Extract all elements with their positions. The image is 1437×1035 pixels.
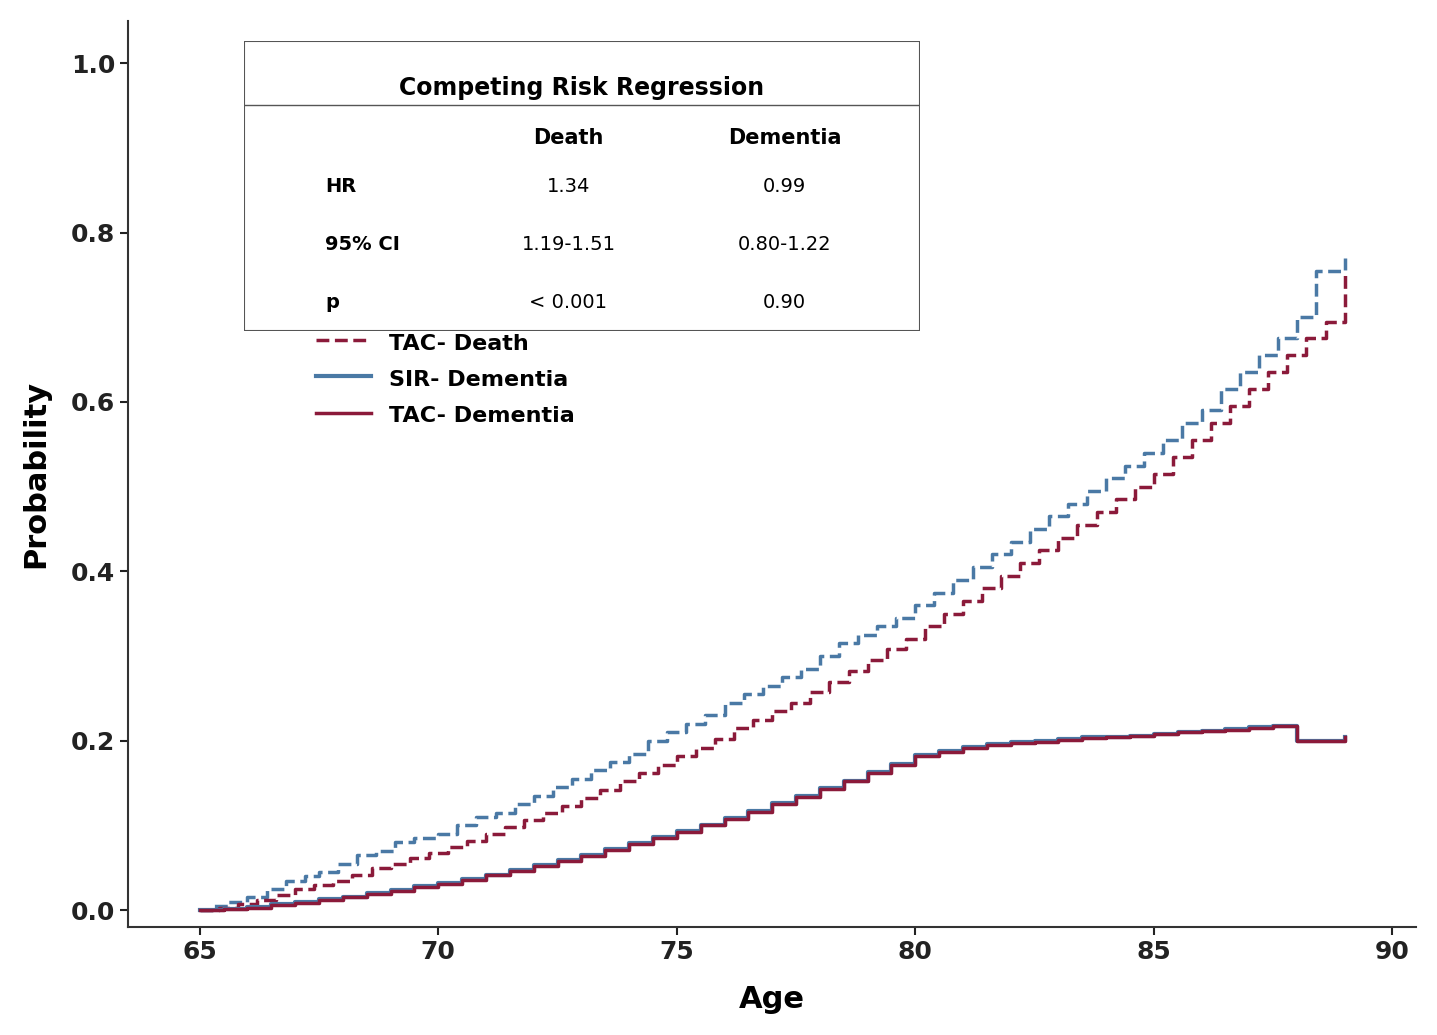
Line: SIR- Death: SIR- Death [200,258,1345,910]
Text: 1.19-1.51: 1.19-1.51 [522,235,615,254]
TAC- Death [1336,265,1354,277]
TAC- Dementia [239,904,256,916]
SIR- Death [1250,349,1267,361]
SIR- Dementia [1265,719,1282,732]
TAC- Death [687,749,704,762]
Y-axis label: Probability: Probability [20,380,50,568]
TAC- Dementia [502,869,519,882]
Legend: SIR- Death, TAC- Death, SIR- Dementia, TAC- Dementia: SIR- Death, TAC- Death, SIR- Dementia, T… [306,286,583,435]
TAC- Death [917,633,934,646]
TAC- Dementia [763,798,780,810]
Text: HR: HR [325,177,356,196]
TAC- Dementia [1336,731,1354,743]
Line: TAC- Death: TAC- Death [200,271,1345,910]
Text: 0.90: 0.90 [763,293,806,312]
TAC- Dementia [286,899,303,912]
SIR- Dementia [286,898,303,911]
SIR- Dementia [763,797,780,809]
Line: TAC- Dementia: TAC- Dementia [200,727,1345,910]
TAC- Dementia [1073,732,1091,744]
TAC- Death [458,834,476,847]
SIR- Death [678,727,696,739]
TAC- Dementia [191,904,208,916]
SIR- Dementia [191,904,208,916]
SIR- Death [448,820,466,832]
TAC- Death [191,904,208,916]
SIR- Dementia [1336,731,1354,743]
Text: 0.80-1.22: 0.80-1.22 [737,235,832,254]
Line: SIR- Dementia: SIR- Dementia [200,726,1345,910]
X-axis label: Age: Age [739,985,805,1014]
TAC- Dementia [1265,720,1282,733]
SIR- Death [964,573,981,586]
SIR- Dementia [502,868,519,881]
SIR- Death [296,870,313,883]
SIR- Death [907,612,924,624]
Text: 1.34: 1.34 [547,177,591,196]
Text: Competing Risk Regression: Competing Risk Regression [399,77,764,100]
SIR- Death [191,904,208,916]
Text: Dementia: Dementia [729,128,841,148]
SIR- Death [1336,252,1354,264]
SIR- Dementia [859,774,877,787]
SIR- Dementia [1073,731,1091,743]
FancyBboxPatch shape [244,41,920,331]
TAC- Dementia [859,775,877,788]
TAC- Death [306,879,323,891]
Text: 0.99: 0.99 [763,177,806,196]
TAC- Death [1260,366,1277,379]
Text: p: p [325,293,339,312]
Text: Death: Death [533,128,604,148]
SIR- Dementia [239,903,256,915]
Text: 95% CI: 95% CI [325,235,401,254]
TAC- Death [973,595,990,608]
Text: < 0.001: < 0.001 [529,293,608,312]
